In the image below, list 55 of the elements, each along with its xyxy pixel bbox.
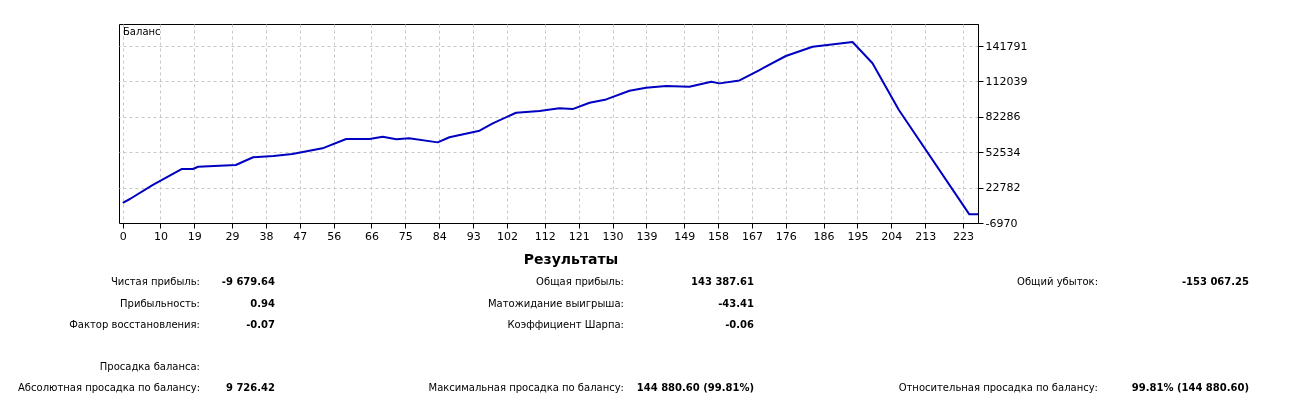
x-tick-label: 223	[952, 229, 974, 243]
text: Прибыльность:	[120, 298, 200, 309]
x-tick-label: 93	[466, 229, 481, 243]
text: 144 880.60 (99.81%)	[636, 382, 754, 393]
x-tick-label: 102	[497, 229, 519, 243]
y-tick-label: 22782	[985, 181, 1021, 195]
x-tick-label: 213	[915, 229, 937, 243]
y-tick-label: 82286	[985, 110, 1021, 124]
x-tick-label: 204	[881, 229, 903, 243]
x-tick-label: 47	[293, 229, 308, 243]
x-tick-label: 176	[775, 229, 797, 243]
x-tick-label: 75	[398, 229, 413, 243]
text: Общая прибыль:	[536, 276, 624, 287]
text: Общий убыток:	[1017, 276, 1098, 287]
text: -153 067.25	[1181, 276, 1249, 287]
x-tick-label: 84	[432, 229, 447, 243]
text: -43.41	[718, 298, 754, 309]
text: Фактор восстановления:	[69, 319, 200, 330]
x-tick-label: 112	[534, 229, 556, 243]
x-tick-label: 186	[813, 229, 835, 243]
y-tick-label: 52534	[985, 145, 1021, 159]
text: Коэффициент Шарпа:	[507, 319, 624, 330]
y-tick-label: -6970	[985, 216, 1018, 230]
text: -0.07	[246, 319, 275, 330]
text: Матожидание выигрыша:	[487, 298, 624, 309]
x-tick-label: 130	[602, 229, 624, 243]
x-tick-label: 121	[568, 229, 590, 243]
text: 143 387.61	[691, 276, 754, 287]
text: 99.81% (144 880.60)	[1131, 382, 1249, 393]
x-tick-label: 158	[708, 229, 730, 243]
text: Результаты	[523, 251, 619, 267]
x-tick-label: 195	[847, 229, 869, 243]
annotation: Баланс	[123, 26, 161, 37]
text: -9 679.64	[221, 276, 275, 287]
y-tick-label: 141791	[985, 39, 1028, 53]
x-tick-label: 139	[636, 229, 658, 243]
x-tick-label: 0	[119, 229, 127, 243]
y-tick-label: 112039	[985, 74, 1028, 88]
x-tick-label: 38	[259, 229, 274, 243]
x-tick-label: 66	[364, 229, 379, 243]
x-tick-label: 10	[153, 229, 168, 243]
text: Просадка баланса:	[99, 361, 200, 372]
x-tick-label: 56	[327, 229, 342, 243]
text: Относительная просадка по балансу:	[898, 382, 1098, 393]
text: Абсолютная просадка по балансу:	[18, 382, 200, 393]
text: 9 726.42	[225, 382, 275, 393]
x-tick-label: 29	[225, 229, 240, 243]
line-series	[121, 40, 979, 216]
text: -0.06	[725, 319, 754, 330]
text: Чистая прибыль:	[110, 276, 200, 287]
x-tick-label: 149	[674, 229, 696, 243]
text: 0.94	[250, 298, 275, 309]
text: Максимальная просадка по балансу:	[428, 382, 624, 393]
x-tick-label: 167	[741, 229, 763, 243]
x-tick-label: 19	[187, 229, 202, 243]
